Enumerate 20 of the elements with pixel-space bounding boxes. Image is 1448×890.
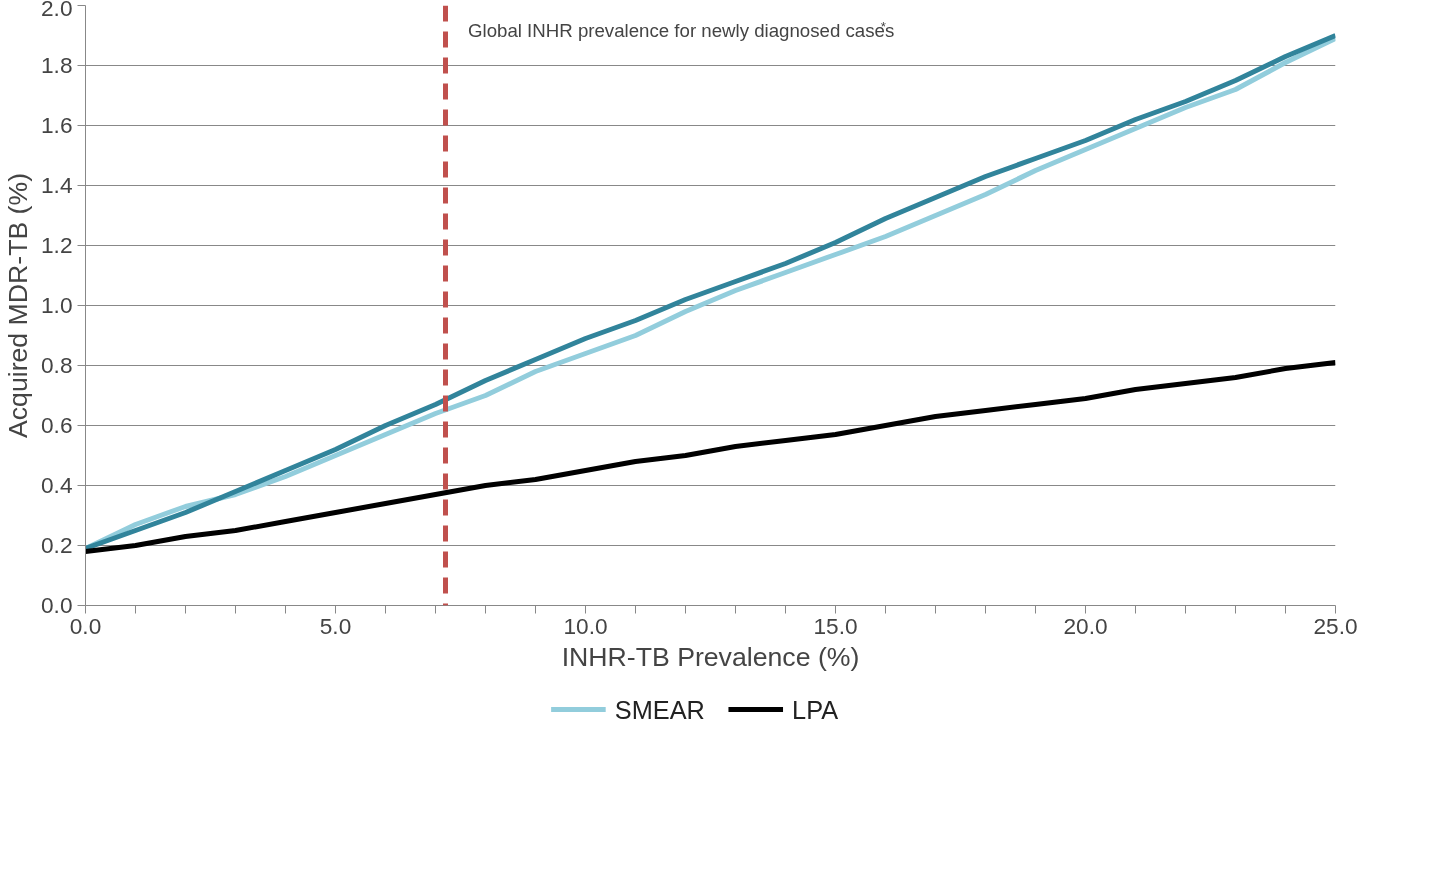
x-tick-label: 10.0 xyxy=(563,612,608,639)
y-tick-label: 1.4 xyxy=(41,172,73,198)
legend-label: SMEAR xyxy=(614,695,705,724)
y-tick-label: 1.0 xyxy=(41,292,73,318)
y-axis-title: Acquired MDR-TB (%) xyxy=(3,172,33,439)
y-tick-label: 1.2 xyxy=(41,232,73,258)
y-tick-label: 0.6 xyxy=(41,412,73,438)
x-tick-label: 25.0 xyxy=(1313,612,1358,639)
y-tick-label: 1.8 xyxy=(41,52,73,78)
x-tick-label: 15.0 xyxy=(813,612,858,639)
legend-label: LPA xyxy=(792,695,839,724)
y-tick-label: 2.0 xyxy=(41,0,73,21)
x-tick-label: 5.0 xyxy=(319,612,352,639)
y-tick-label: 1.6 xyxy=(41,112,73,138)
ref-line-label: Global INHR prevalence for newly diagnosed cases* xyxy=(468,18,895,41)
y-tick-label: 0.8 xyxy=(41,352,73,378)
y-tick-label: 0.4 xyxy=(41,472,73,498)
x-axis-title: INHR-TB Prevalence (%) xyxy=(561,641,860,672)
x-tick-label: 20.0 xyxy=(1063,612,1108,639)
y-tick-label: 0.2 xyxy=(41,532,73,558)
